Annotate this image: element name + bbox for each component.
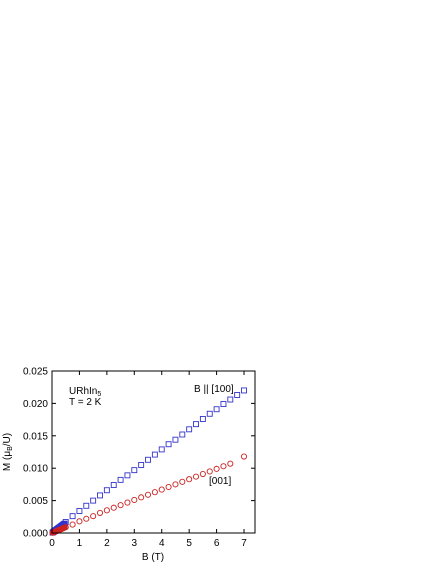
data-point-square (193, 421, 199, 428)
data-point-circle (220, 463, 227, 470)
x-tick-label: 4 (159, 538, 165, 549)
data-point-square (151, 451, 158, 458)
data-point-circle (213, 465, 220, 472)
data-point-circle (83, 515, 90, 522)
data-point-square (241, 387, 247, 394)
data-point-square (220, 401, 227, 407)
data-point-circle (103, 507, 110, 514)
data-point-circle (179, 478, 186, 485)
data-point-circle (192, 473, 200, 480)
data-point-circle (240, 453, 248, 460)
x-axis-label: B (T) (142, 552, 164, 563)
data-point-circle (117, 502, 124, 509)
data-point-circle (144, 491, 152, 498)
data-point-square (206, 410, 213, 417)
y-tick-label: 0.015 (23, 431, 48, 442)
data-point-circle (151, 489, 158, 496)
data-point-circle (110, 504, 117, 511)
data-point-circle (124, 499, 131, 506)
data-point-square (234, 392, 241, 398)
x-tick-label: 2 (104, 538, 110, 549)
data-point-circle (76, 518, 83, 525)
y-axis: 0.000 0.005 0.010 0.015 0.020 0.025 (23, 367, 255, 540)
data-point-square (90, 497, 97, 504)
y-tick-label: 0.010 (23, 464, 48, 475)
data-point-circle (158, 486, 165, 493)
data-point-square (110, 482, 117, 488)
data-point-circle (62, 524, 69, 531)
plot-markers (49, 387, 248, 536)
data-point-square (138, 462, 145, 468)
x-tick-label: 3 (132, 538, 138, 549)
x-tick-label: 7 (241, 538, 247, 549)
data-point-square (131, 467, 138, 474)
x-axis: 0 1 2 3 4 5 6 7 (49, 371, 247, 549)
data-point-square (165, 441, 172, 448)
data-point-circle (227, 460, 234, 467)
x-tick-label: 0 (49, 538, 55, 549)
data-point-square (97, 492, 103, 499)
y-axis-label: M (μB/U) (2, 433, 14, 471)
data-point-square (83, 502, 90, 509)
data-point-circle (96, 509, 104, 516)
data-point-circle (138, 494, 145, 501)
data-point-square (172, 436, 179, 443)
y-tick-label: 0.025 (23, 367, 48, 378)
data-point-circle (199, 470, 206, 478)
data-point-circle (172, 481, 179, 488)
y-tick-label: 0.000 (23, 529, 48, 540)
data-point-square (103, 487, 110, 494)
data-point-square (199, 416, 206, 422)
temperature-label: T = 2 K (69, 397, 102, 408)
data-point-square (145, 456, 151, 463)
y-tick-label: 0.005 (23, 496, 48, 507)
data-point-square (227, 396, 234, 403)
plot-frame (51, 370, 256, 534)
y-tick-label: 0.020 (23, 399, 48, 410)
data-point-circle (131, 496, 138, 504)
x-tick-label: 1 (77, 538, 83, 549)
data-point-square (124, 472, 131, 479)
data-point-square (213, 406, 220, 413)
data-point-square (69, 513, 76, 520)
data-point-square (76, 508, 83, 514)
data-point-circle (186, 476, 193, 483)
x-tick-label: 6 (214, 538, 220, 549)
data-point-circle (165, 483, 172, 491)
data-point-square (186, 426, 193, 433)
data-point-square (179, 431, 186, 438)
x-tick-label: 5 (186, 538, 192, 549)
data-point-circle (206, 468, 213, 475)
series-label-100: B || [100] (194, 384, 234, 395)
data-point-square (117, 476, 124, 483)
data-point-square (158, 446, 165, 453)
data-point-circle (69, 521, 76, 528)
data-point-circle (90, 513, 97, 520)
series-label-001: [001] (209, 476, 231, 487)
compound-label: URhIn5 (69, 386, 101, 398)
